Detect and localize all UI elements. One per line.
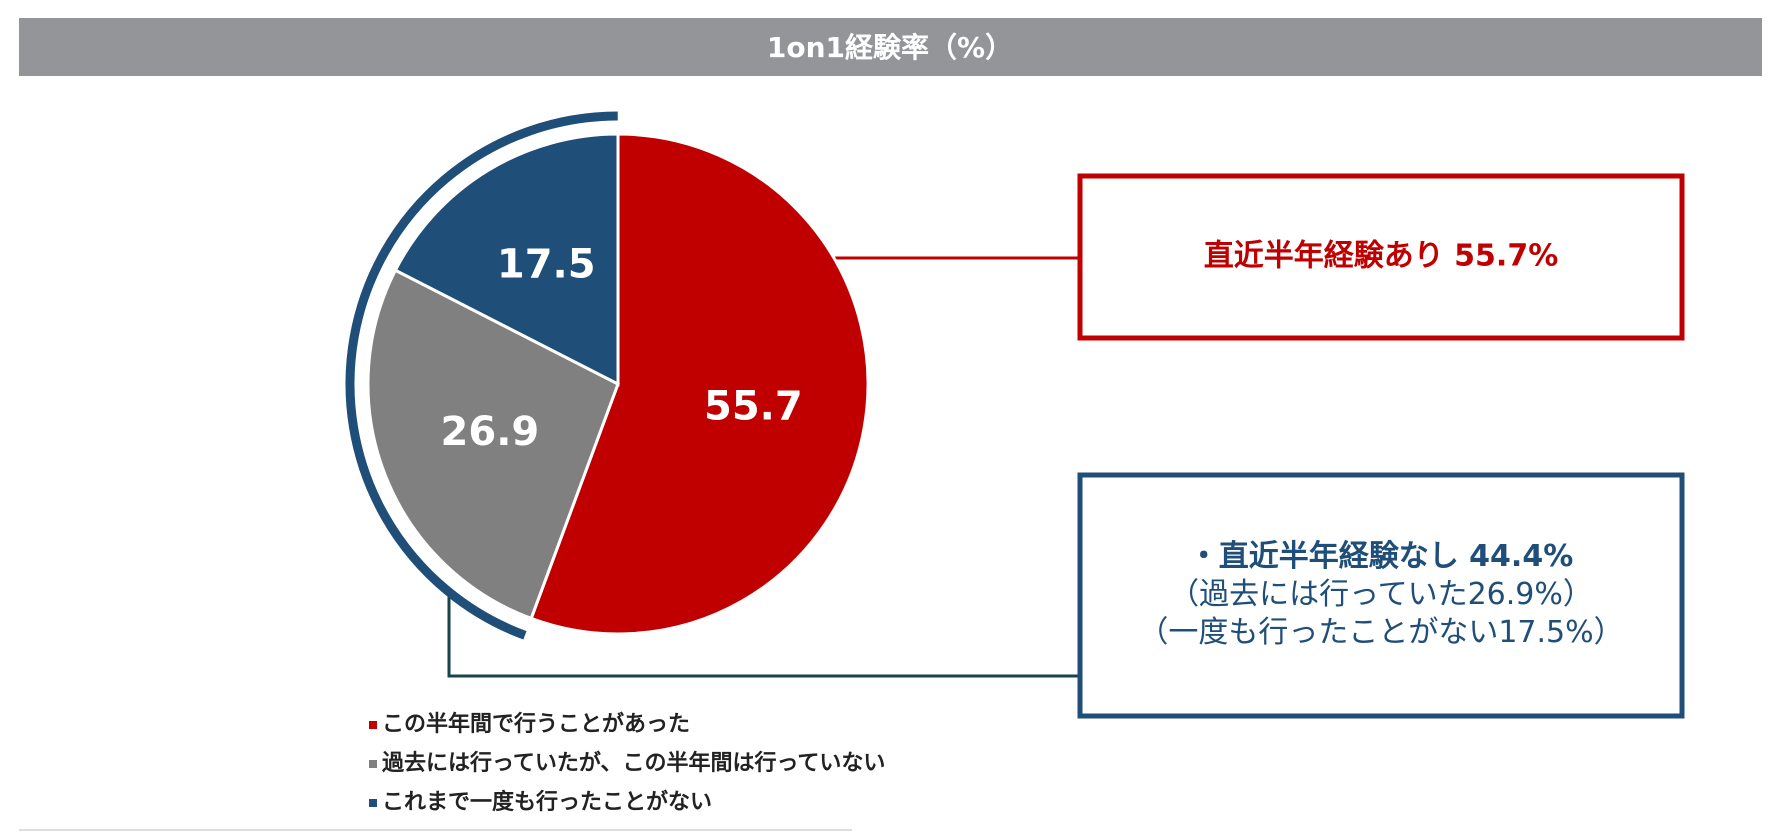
legend-marker [369, 721, 377, 729]
legend-label: この半年間で行うことがあった [382, 711, 690, 737]
data-label: 55.7 [704, 383, 803, 429]
annotation-text: 直近半年経験あり 55.7% [1204, 239, 1559, 274]
legend-label: これまで一度も行ったことがない [382, 789, 712, 815]
annotation-text: ・直近半年経験なし 44.4% [1189, 539, 1574, 574]
pie-slice [366, 268, 620, 621]
legend-label: 過去には行っていたが、この半年間は行っていない [382, 750, 885, 776]
legend-marker [369, 760, 377, 768]
pie-slice [393, 132, 620, 387]
annotation-box [1077, 472, 1685, 719]
annotation-box [1077, 173, 1685, 341]
title-bar [19, 18, 1762, 76]
connector [447, 591, 1080, 678]
annotation-text: （一度も行ったことがない17.5%） [1138, 615, 1623, 650]
outer-arc [345, 111, 618, 640]
data-label: 26.9 [441, 409, 540, 455]
annotation-text: （過去には行っていた26.9%） [1169, 577, 1593, 612]
pie-slice [529, 132, 870, 636]
data-label: 17.5 [497, 242, 596, 288]
chart-title: 1on1経験率（%） [767, 31, 1013, 64]
legend-marker [369, 799, 377, 807]
